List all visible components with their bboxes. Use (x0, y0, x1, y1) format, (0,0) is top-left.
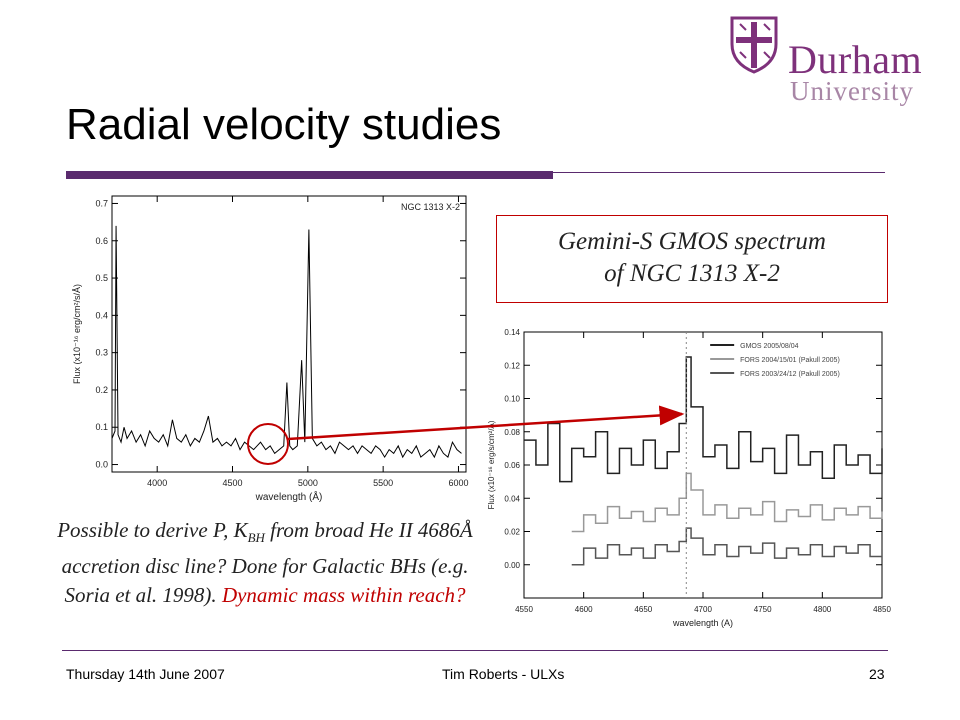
y-tick-label: 0.3 (95, 348, 108, 358)
y-tick-label: 0.1 (95, 422, 108, 432)
callout-line-2: of NGC 1313 X-2 (604, 260, 780, 287)
series-line (111, 225, 462, 459)
y-tick-label: 0.12 (504, 361, 520, 370)
x-tick-label: 4700 (694, 605, 712, 614)
slide-title: Radial velocity studies (66, 100, 502, 149)
x-tick-label: 4000 (147, 478, 167, 488)
durham-crest-icon (730, 16, 778, 74)
x-tick-label: 5000 (298, 478, 318, 488)
y-tick-label: 0.4 (95, 310, 108, 320)
y-tick-label: 0.04 (504, 494, 520, 503)
x-axis-label: wavelength (A) (672, 618, 733, 628)
x-tick-label: 4550 (515, 605, 533, 614)
y-tick-label: 0.0 (95, 460, 108, 470)
y-tick-label: 0.2 (95, 385, 108, 395)
caption-part-2: from broad He II 4686Å accretion disc li… (61, 518, 473, 608)
x-tick-label: 4850 (873, 605, 891, 614)
title-rule-thick (66, 171, 553, 179)
y-tick-label: 0.02 (504, 528, 520, 537)
chart-title: NGC 1313 X-2 (401, 202, 460, 212)
x-tick-label: 6000 (448, 478, 468, 488)
full-spectrum-chart: 4000 4500 5000 5500 6000 0.0 0.1 0.2 0.3 0.4 0.5 0.… (72, 195, 468, 503)
y-tick-label: 0.08 (504, 428, 520, 437)
x-tick-label: 4600 (575, 605, 593, 614)
callout-line-1: Gemini-S GMOS spectrum (557, 228, 826, 255)
y-tick-label: 0.5 (95, 273, 108, 283)
x-tick-label: 4650 (634, 605, 652, 614)
x-tick-label: 5500 (373, 478, 393, 488)
footer-author: Tim Roberts - ULXs (442, 666, 565, 682)
y-tick-label: 0.06 (504, 461, 520, 470)
series-line (571, 472, 883, 533)
caption-part-1: Possible to derive P, K (57, 518, 248, 542)
x-tick-label: 4750 (754, 605, 772, 614)
footer-date: Thursday 14th June 2007 (66, 666, 225, 682)
y-tick-label: 0.00 (504, 561, 520, 570)
y-tick-label: 0.6 (95, 236, 108, 246)
plot-frame (111, 195, 467, 473)
x-tick-label: 4800 (813, 605, 831, 614)
footer-page-number: 23 (869, 666, 885, 682)
x-axis-label: wavelength (Å) (255, 490, 323, 503)
caption-text: Possible to derive P, KBH from broad He … (52, 516, 478, 610)
title-rule-thin (553, 172, 885, 173)
caption-subscript: BH (247, 530, 265, 546)
legend-entry: FORS 2004/15/01 (Pakull 2005) (740, 357, 840, 364)
series-line (524, 356, 883, 483)
series-line (571, 527, 883, 566)
y-axis-label: Flux (x10⁻¹⁶ erg/s/cm²/A) (487, 420, 496, 509)
caption-highlight: Dynamic mass within reach? (221, 583, 466, 608)
y-tick-label: 0.7 (95, 198, 108, 208)
durham-logo: Durham University (728, 14, 938, 106)
zoom-spectrum-chart: 4550 4600 4650 4700 4750 4800 4850 0.00 0.02 0.04… (487, 328, 891, 628)
spectrum-callout-box: Gemini-S GMOS spectrum of NGC 1313 X-2 (496, 215, 888, 303)
legend-entry: FORS 2003/24/12 (Pakull 2005) (740, 371, 840, 378)
x-tick-label: 4500 (222, 478, 242, 488)
y-tick-label: 0.14 (504, 328, 520, 337)
logo-name-university: University (790, 76, 914, 106)
logo-name-durham: Durham (788, 37, 923, 82)
y-axis-label: Flux (x10⁻¹⁶ erg/cm²/s/Å) (72, 284, 82, 384)
y-tick-label: 0.10 (504, 395, 520, 404)
legend-entry: GMOS 2005/08/04 (740, 343, 798, 350)
footer-rule (62, 650, 888, 651)
